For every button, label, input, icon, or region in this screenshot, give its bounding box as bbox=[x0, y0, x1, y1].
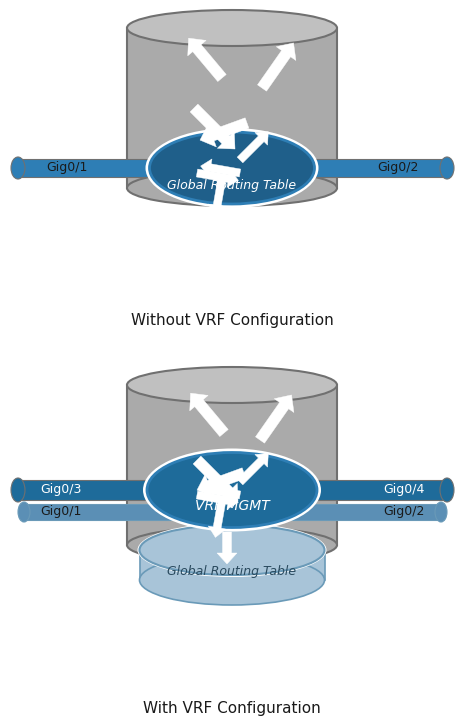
Bar bbox=[127, 28, 337, 188]
Text: Without VRF Configuration: Without VRF Configuration bbox=[131, 313, 333, 327]
Polygon shape bbox=[188, 38, 226, 81]
Ellipse shape bbox=[138, 523, 326, 577]
Polygon shape bbox=[196, 169, 239, 188]
Polygon shape bbox=[237, 132, 268, 162]
Polygon shape bbox=[193, 456, 238, 501]
Bar bbox=[18, 159, 447, 177]
Polygon shape bbox=[255, 395, 294, 443]
Polygon shape bbox=[258, 43, 296, 91]
Polygon shape bbox=[190, 104, 235, 149]
Ellipse shape bbox=[150, 132, 314, 204]
Polygon shape bbox=[217, 532, 237, 564]
Ellipse shape bbox=[146, 128, 319, 208]
Bar bbox=[18, 480, 447, 500]
Text: Gig0/1: Gig0/1 bbox=[40, 505, 81, 518]
Ellipse shape bbox=[11, 478, 25, 502]
Polygon shape bbox=[190, 393, 228, 436]
Ellipse shape bbox=[143, 449, 321, 531]
Polygon shape bbox=[200, 481, 241, 499]
Bar bbox=[140, 550, 325, 580]
Ellipse shape bbox=[127, 367, 337, 403]
Polygon shape bbox=[208, 178, 226, 216]
Polygon shape bbox=[200, 159, 241, 177]
Ellipse shape bbox=[147, 452, 317, 528]
Ellipse shape bbox=[11, 157, 25, 179]
Text: Gig0/3: Gig0/3 bbox=[40, 483, 81, 497]
Text: Gig0/2: Gig0/2 bbox=[384, 505, 425, 518]
Ellipse shape bbox=[440, 478, 454, 502]
Bar bbox=[24, 504, 441, 520]
Polygon shape bbox=[196, 491, 239, 510]
Text: VRF MGMT: VRF MGMT bbox=[195, 499, 269, 513]
Polygon shape bbox=[200, 118, 249, 147]
Ellipse shape bbox=[18, 502, 30, 522]
Ellipse shape bbox=[440, 157, 454, 179]
Text: Gig0/2: Gig0/2 bbox=[378, 162, 419, 175]
Ellipse shape bbox=[127, 527, 337, 563]
Ellipse shape bbox=[140, 555, 325, 605]
Polygon shape bbox=[208, 499, 226, 537]
Text: Gig0/4: Gig0/4 bbox=[384, 483, 425, 497]
Ellipse shape bbox=[435, 502, 447, 522]
Polygon shape bbox=[237, 454, 268, 485]
Ellipse shape bbox=[127, 170, 337, 206]
Text: Gig0/1: Gig0/1 bbox=[46, 162, 87, 175]
Bar bbox=[127, 385, 337, 545]
Ellipse shape bbox=[140, 525, 325, 575]
Text: With VRF Configuration: With VRF Configuration bbox=[143, 700, 321, 715]
Text: Global Routing Table: Global Routing Table bbox=[167, 566, 297, 579]
Polygon shape bbox=[197, 468, 246, 497]
Text: Global Routing Table: Global Routing Table bbox=[167, 180, 297, 193]
Ellipse shape bbox=[127, 10, 337, 46]
